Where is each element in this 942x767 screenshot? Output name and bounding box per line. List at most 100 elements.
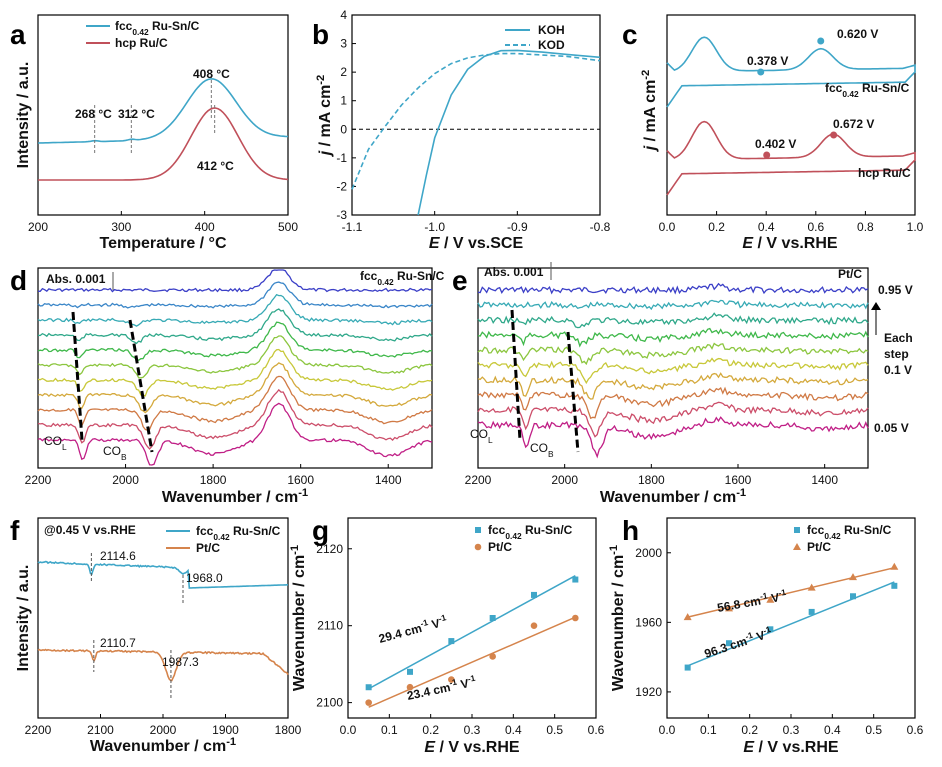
spectrum-line xyxy=(477,299,869,311)
data-point xyxy=(807,583,816,591)
panel-h: 0.0 0.1 0.2 0.3 0.4 0.5 0.6 1920 1960 2000 E / V v… xyxy=(608,517,924,756)
text-part: E xyxy=(424,739,436,756)
spectrum-line xyxy=(37,348,433,397)
text-part: 96.3 cm xyxy=(703,634,749,661)
spectrum-line xyxy=(37,375,433,431)
text-part: fcc xyxy=(360,269,378,283)
y-tick-label: 2000 xyxy=(635,546,662,560)
potential-label: step xyxy=(884,347,909,361)
spectrum-line xyxy=(477,357,869,385)
spectrum-line xyxy=(477,372,869,400)
text-part: Ru-Sn/C xyxy=(394,269,445,283)
panel-label-c: c xyxy=(622,19,638,50)
x-tick-label: 1800 xyxy=(638,473,665,487)
band-guide xyxy=(510,309,522,441)
text-part: / V vs.RHE xyxy=(754,739,839,756)
data-point xyxy=(891,582,898,589)
x-tick-label: 2200 xyxy=(25,723,52,737)
band-label: COL xyxy=(44,434,67,452)
legend-marker xyxy=(474,543,482,551)
data-point xyxy=(531,591,537,598)
legend-label: Pt/C xyxy=(807,540,831,554)
y-axis-label: j / mA cm-2 xyxy=(640,70,659,153)
annotation: 1968.0 xyxy=(186,571,223,585)
legend-label: fcc0.42 Ru-Sn/C xyxy=(196,524,281,542)
legend-marker xyxy=(475,527,481,533)
text-part: Wavenumber / cm xyxy=(90,738,226,755)
data-point xyxy=(365,699,372,706)
y-tick-label: 0 xyxy=(340,122,347,136)
legend-label: KOD xyxy=(538,38,565,52)
text-part: Ru-Sn/C xyxy=(841,523,892,537)
x-tick-label: 0.3 xyxy=(783,723,800,737)
y-tick-label: -2 xyxy=(336,179,347,193)
text-part: E xyxy=(742,235,754,252)
curve-label: fcc0.42 Ru-Sn/C xyxy=(825,81,910,99)
text-part: -1 xyxy=(448,677,458,688)
data-point xyxy=(572,614,579,622)
data-point xyxy=(726,640,732,647)
x-tick-label: 200 xyxy=(28,220,48,234)
data-point xyxy=(489,615,496,621)
text-part: V xyxy=(427,616,442,632)
text-part: 0.42 xyxy=(824,531,841,541)
text-part: fcc xyxy=(807,523,825,537)
fit-line xyxy=(368,575,576,690)
text-part: -1 xyxy=(608,545,620,555)
x-tick-label: 1600 xyxy=(725,473,752,487)
text-part: -1 xyxy=(778,587,787,598)
text-part: / V vs.RHE xyxy=(435,739,520,756)
data-point xyxy=(850,593,856,600)
text-part: / V vs.SCE xyxy=(440,235,524,252)
panel-title: Pt/C xyxy=(838,267,862,281)
legend-label: fcc0.42 Ru-Sn/C xyxy=(115,19,200,37)
x-axis-label: E / V vs.RHE xyxy=(743,739,838,756)
data-point xyxy=(808,608,815,615)
legend-label: fcc0.42 Ru-Sn/C xyxy=(488,523,573,541)
text-part: Ru-Sn/C xyxy=(859,81,910,95)
text-part: / mA cm xyxy=(317,85,334,151)
text-part: Wavenumber / cm xyxy=(162,489,298,506)
fit-line xyxy=(687,567,895,618)
x-tick-label: 0.6 xyxy=(807,220,824,234)
text-part: j xyxy=(642,145,659,152)
panel-label-h: h xyxy=(622,515,639,546)
annotation: 312 °C xyxy=(118,107,155,121)
annotation: 1987.3 xyxy=(162,655,199,669)
series-cv-hcp xyxy=(666,120,916,196)
text-part: 56.8 cm xyxy=(716,594,762,615)
plot-frame xyxy=(666,14,916,216)
data-point xyxy=(683,613,692,621)
panel-d: 2200 2000 1800 1600 1400 Wavenumber / cm-1 Abs… xyxy=(25,267,445,506)
plot-frame xyxy=(347,517,597,719)
y-tick-label: 1920 xyxy=(635,685,662,699)
spectrum-line xyxy=(37,281,433,309)
text-part: -2 xyxy=(315,75,327,85)
x-axis-label: E / V vs.SCE xyxy=(429,235,524,252)
annotation: 0.402 V xyxy=(755,137,796,151)
spectrum-line xyxy=(477,342,869,366)
text-part: Ru-Sn/C xyxy=(149,19,200,33)
plot-frame xyxy=(37,517,289,719)
y-tick-label: 2100 xyxy=(316,696,343,710)
x-tick-label: 0.3 xyxy=(464,723,481,737)
text-part: B xyxy=(121,452,127,462)
panel-label-a: a xyxy=(10,19,26,50)
y-tick-label: 2110 xyxy=(317,619,343,633)
scale-label: Abs. 0.001 xyxy=(46,272,106,286)
marked-point xyxy=(757,68,765,76)
data-point xyxy=(767,626,774,633)
fit-line xyxy=(687,581,895,667)
text-part: -1 xyxy=(298,487,308,499)
series-line-kod xyxy=(351,52,601,190)
panel-e: 2200 2000 1800 1600 1400 Wavenumber / cm-1 Abs… xyxy=(465,262,913,506)
text-part: / V vs.RHE xyxy=(753,235,838,252)
band-guide xyxy=(128,319,154,453)
text-part: 0.42 xyxy=(505,531,522,541)
y-tick-label: 1960 xyxy=(635,615,662,629)
text-part: -1 xyxy=(736,487,746,499)
data-point xyxy=(407,668,413,675)
y-axis-label: Intensity / a.u. xyxy=(15,62,32,169)
text-part: / mA cm xyxy=(642,80,659,146)
spectrum-line xyxy=(37,388,433,450)
